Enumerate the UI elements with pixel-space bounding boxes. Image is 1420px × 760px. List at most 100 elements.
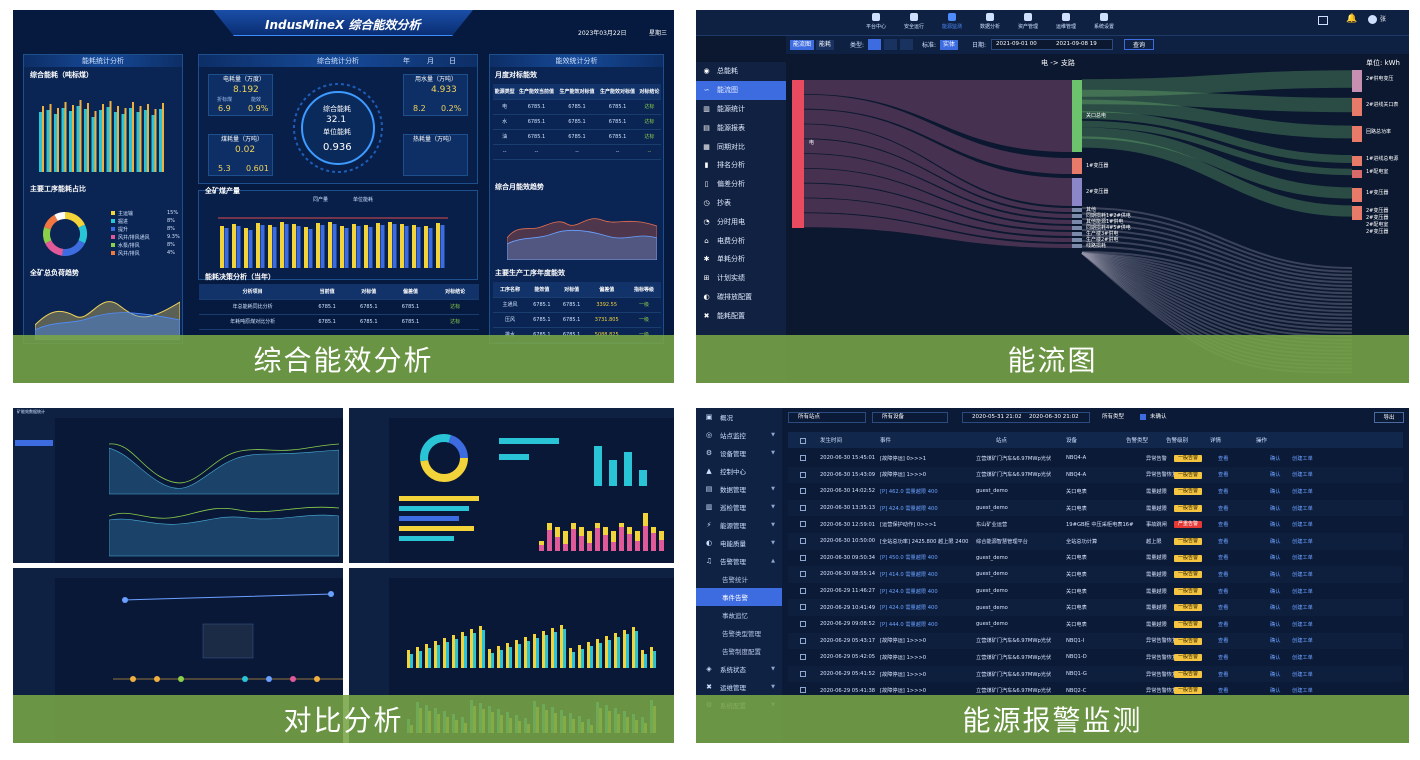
row-checkbox[interactable] [800, 538, 806, 544]
sidebar-item[interactable]: ▥ 巡检管理 ▼ [696, 498, 782, 516]
sidebar-item[interactable]: ▣ 概况 [696, 408, 782, 426]
create-ticket-link[interactable]: 创建工单 [1292, 488, 1313, 495]
create-ticket-link[interactable]: 创建工单 [1292, 538, 1313, 545]
table-row[interactable]: 2020-06-29 05:41:52 [故障停运] 1>>>0 立营煤矿门汽车&6… [788, 665, 1403, 683]
sidebar-item[interactable]: ▤ 数据管理 ▼ [696, 480, 782, 498]
ack-link[interactable]: 确认 [1270, 654, 1281, 661]
mini-sidebar-active[interactable] [15, 440, 53, 446]
nav-item[interactable]: 数据分析 [975, 13, 1005, 30]
mail-icon[interactable] [1318, 16, 1328, 25]
row-checkbox[interactable] [800, 488, 806, 495]
view-link[interactable]: 查看 [1218, 654, 1229, 661]
sidebar-item[interactable]: ▥ 能源统计 [696, 100, 786, 119]
ack-link[interactable]: 确认 [1270, 671, 1281, 678]
sidebar-item[interactable]: ▲ 控制中心 [696, 462, 782, 480]
create-ticket-link[interactable]: 创建工单 [1292, 688, 1313, 695]
sidebar-item[interactable]: ▯ 偏差分析 [696, 175, 786, 194]
date-range-input[interactable] [991, 39, 1113, 50]
ack-link[interactable]: 确认 [1270, 538, 1281, 545]
create-ticket-link[interactable]: 创建工单 [1292, 654, 1313, 661]
export-button[interactable]: 导出 [1374, 412, 1404, 423]
ack-link[interactable]: 确认 [1270, 522, 1281, 529]
row-checkbox[interactable] [800, 687, 806, 694]
sidebar-item[interactable]: 告警类型管理 [696, 624, 782, 642]
table-row[interactable]: 2020-06-30 10:50:00 [全站总功率] 2425.800 越上限 … [788, 533, 1403, 550]
sidebar-item[interactable]: ▤ 能源报表 [696, 118, 786, 137]
view-link[interactable]: 查看 [1218, 688, 1229, 695]
unconfirmed-checkbox[interactable] [1140, 414, 1146, 420]
view-link[interactable]: 查看 [1218, 538, 1229, 545]
table-row[interactable]: 2020-06-30 12:59:01 [运营保护动作] 0>>>1 东山矿业运营 1… [788, 516, 1403, 533]
avatar[interactable] [1368, 15, 1377, 24]
nav-item[interactable]: 平台中心 [861, 13, 891, 30]
energy-type-water-button[interactable] [884, 39, 897, 50]
table-row[interactable]: 2020-06-30 13:35:13 [P] 424.0 需量越限 400 gue… [788, 499, 1403, 517]
tab-day[interactable]: 日 [449, 57, 456, 65]
sidebar-item[interactable]: 告警统计 [696, 570, 782, 588]
nav-item[interactable]: 系统设置 [1089, 13, 1119, 30]
table-row[interactable]: 2020-06-30 15:45:01 [故障停运] 0>>>1 立营煤矿门汽车&6… [788, 450, 1403, 467]
view-link[interactable]: 查看 [1218, 588, 1229, 595]
nav-item[interactable]: 资产管理 [1013, 13, 1043, 30]
row-checkbox[interactable] [800, 455, 806, 461]
view-link[interactable]: 查看 [1218, 455, 1229, 462]
ack-link[interactable]: 确认 [1270, 588, 1281, 595]
row-checkbox[interactable] [800, 587, 806, 594]
ack-link[interactable]: 确认 [1270, 472, 1281, 479]
view-link[interactable]: 查看 [1218, 472, 1229, 479]
sidebar-item[interactable]: ⌂ 电费分析 [696, 231, 786, 250]
view-link[interactable]: 查看 [1218, 638, 1229, 645]
sidebar-item[interactable]: ⚙ 设备管理 ▼ [696, 444, 782, 462]
sidebar-item[interactable]: 事故追忆 [696, 606, 782, 624]
nav-item[interactable]: 安全运行 [899, 13, 929, 30]
create-ticket-link[interactable]: 创建工单 [1292, 455, 1313, 462]
nav-item[interactable]: 运维管理 [1051, 13, 1081, 30]
row-checkbox[interactable] [800, 521, 806, 528]
create-ticket-link[interactable]: 创建工单 [1292, 588, 1313, 595]
sidebar-item[interactable]: 事件告警 [696, 588, 782, 606]
tab-month[interactable]: 月 [427, 57, 434, 65]
row-checkbox[interactable] [800, 604, 806, 611]
row-checkbox[interactable] [800, 554, 806, 561]
device-select[interactable] [872, 412, 948, 423]
view-link[interactable]: 查看 [1218, 571, 1229, 578]
table-row[interactable]: 2020-06-30 15:43:09 [故障停运] 1>>>0 立营煤矿门汽车&6… [788, 466, 1403, 484]
select-all-checkbox[interactable] [800, 438, 806, 444]
tab-year[interactable]: 年 [403, 57, 410, 65]
row-checkbox[interactable] [800, 670, 806, 677]
create-ticket-link[interactable]: 创建工单 [1292, 555, 1313, 562]
table-row[interactable]: 2020-06-30 08:55:14 [P] 414.0 需量越限 400 gue… [788, 566, 1403, 583]
view-link[interactable]: 查看 [1218, 488, 1229, 495]
ack-link[interactable]: 确认 [1270, 638, 1281, 645]
ack-link[interactable]: 确认 [1270, 488, 1281, 495]
sidebar-item[interactable]: ✱ 单耗分析 [696, 250, 786, 269]
sidebar-item[interactable]: ⚡ 能源管理 ▼ [696, 516, 782, 534]
nav-item[interactable]: 能源监测 [937, 13, 967, 30]
table-row[interactable]: 2020-06-29 11:46:27 [P] 424.0 需量越限 400 gue… [788, 582, 1403, 600]
sidebar-item[interactable]: ▮ 排名分析 [696, 156, 786, 175]
row-checkbox[interactable] [800, 571, 806, 578]
create-ticket-link[interactable]: 创建工单 [1292, 571, 1313, 578]
table-row[interactable]: 2020-06-29 05:43:17 [故障停运] 1>>>0 立营煤矿门汽车&6… [788, 632, 1403, 650]
view-link[interactable]: 查看 [1218, 505, 1229, 512]
sidebar-item[interactable]: ⊞ 计划实绩 [696, 269, 786, 288]
sidebar-item[interactable]: ◎ 站点监控 ▼ [696, 426, 782, 444]
create-ticket-link[interactable]: 创建工单 [1292, 522, 1313, 529]
ack-link[interactable]: 确认 [1270, 621, 1281, 628]
ack-link[interactable]: 确认 [1270, 505, 1281, 512]
station-select[interactable] [788, 412, 866, 423]
table-row[interactable]: 2020-06-30 14:02:52 [P] 462.0 需量越限 400 gue… [788, 483, 1403, 500]
tab-flow[interactable]: 能流图 [790, 40, 815, 50]
sidebar-item[interactable]: ∽ 能流图 [696, 80, 786, 100]
row-checkbox[interactable] [800, 654, 806, 661]
row-checkbox[interactable] [800, 504, 806, 511]
tab-consumption[interactable]: 能耗 [816, 40, 835, 50]
table-row[interactable]: 2020-06-30 09:50:34 [P] 450.0 需量越限 400 gue… [788, 549, 1403, 567]
row-checkbox[interactable] [800, 637, 806, 644]
energy-type-elec-button[interactable] [868, 39, 881, 50]
energy-type-gas-button[interactable] [900, 39, 913, 50]
create-ticket-link[interactable]: 创建工单 [1292, 605, 1313, 612]
date-range-input[interactable] [962, 412, 1090, 423]
sidebar-item[interactable]: 告警制度配置 [696, 642, 782, 660]
sidebar-item[interactable]: ◷ 抄表 [696, 194, 786, 213]
